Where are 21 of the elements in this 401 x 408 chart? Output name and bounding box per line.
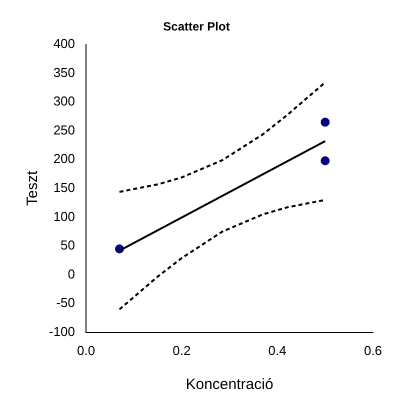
x-tick-label: 0.0 — [76, 342, 96, 358]
x-axis-title: Koncentració — [186, 376, 274, 394]
y-tick-label: -50 — [56, 295, 76, 310]
y-tick-label: 50 — [60, 238, 76, 253]
y-tick-label: 200 — [53, 151, 76, 166]
point — [320, 118, 330, 127]
y-tick-label: 350 — [53, 64, 76, 80]
x-tick-label: 0.6 — [364, 342, 382, 358]
y-tick-label: 400 — [53, 36, 76, 51]
y-tick-label: 300 — [53, 94, 76, 109]
y-tick-label: 150 — [53, 180, 76, 195]
chart-title: Scatter Plot — [163, 20, 230, 34]
y-axis-title: Teszt — [24, 170, 42, 206]
y-tick-label: -100 — [48, 324, 76, 339]
y-tick-label: 100 — [53, 208, 76, 224]
x-tick-label: 0.4 — [268, 342, 286, 358]
y-tick-label: 0 — [68, 266, 76, 282]
x-tick-label: 0.2 — [172, 342, 191, 358]
line-series — [118, 81, 326, 193]
point — [320, 156, 330, 166]
y-tick-label: 250 — [53, 122, 76, 138]
